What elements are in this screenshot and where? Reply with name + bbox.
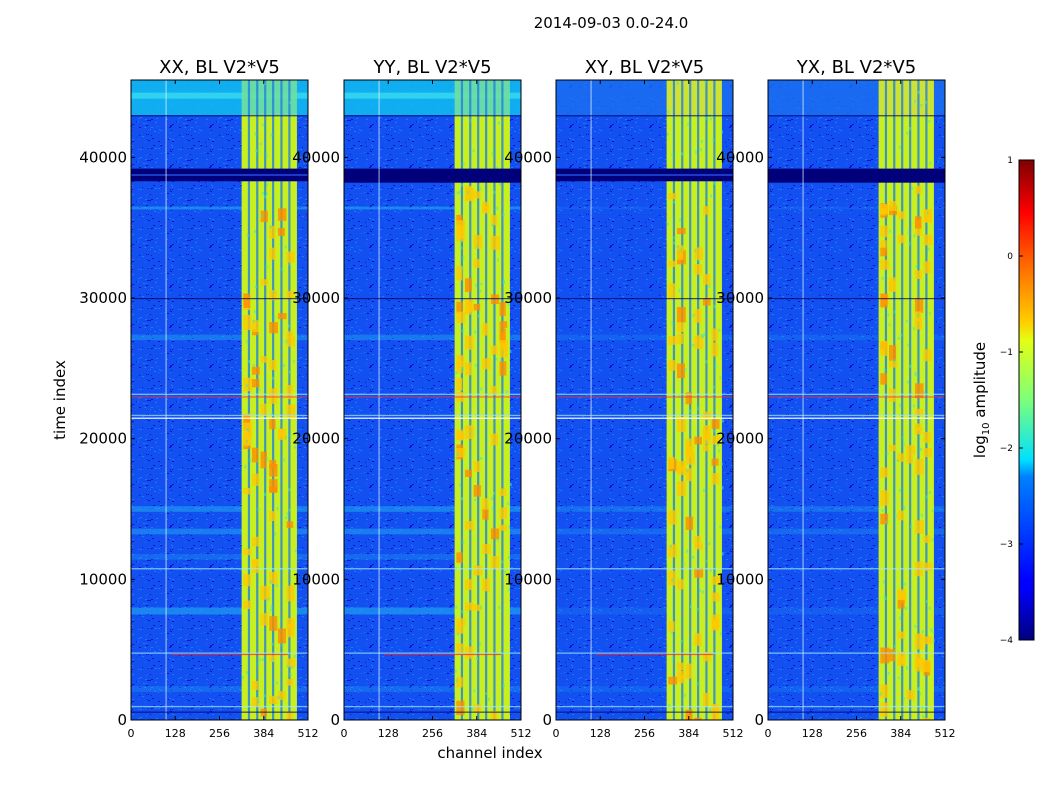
colorbar-label-suffix: amplitude xyxy=(971,342,989,423)
panel-xy: 0 128 256 384 512 0 10000 20000 30000 40000 XY, BL… xyxy=(504,57,743,740)
panel-yy: 0 128 256 384 512 0 10000 20000 30000 40000 YY, BL… xyxy=(292,57,531,740)
y-tick-label: 10000 xyxy=(79,570,127,588)
heatmap-image xyxy=(556,80,733,720)
x-tick-label: 128 xyxy=(378,727,399,740)
y-tick-label: 20000 xyxy=(79,430,127,448)
y-tick-label: 0 xyxy=(117,711,127,729)
y-tick-label: 40000 xyxy=(716,148,764,166)
y-tick-label: 40000 xyxy=(79,148,127,166)
y-tick-label: 20000 xyxy=(292,430,340,448)
x-tick-label: 0 xyxy=(128,727,135,740)
heatmap-image xyxy=(344,80,521,720)
colorbar-tick-label: 0 xyxy=(1007,252,1013,262)
y-tick-label: 0 xyxy=(330,711,340,729)
x-tick-label: 0 xyxy=(765,727,772,740)
colorbar-tick-label: −2 xyxy=(1000,444,1013,454)
x-tick-label: 0 xyxy=(553,727,560,740)
colorbar-tick-label: −3 xyxy=(1000,540,1013,550)
x-tick-label: 128 xyxy=(165,727,186,740)
x-tick-label: 128 xyxy=(590,727,611,740)
x-axis-label: channel index xyxy=(437,744,542,762)
x-tick-label: 384 xyxy=(678,727,699,740)
panel-yx: 0 128 256 384 512 0 10000 20000 30000 40000 YX, BL… xyxy=(716,57,955,740)
x-tick-label: 384 xyxy=(253,727,274,740)
panel-title: YX, BL V2*V5 xyxy=(796,57,916,78)
colorbar-tick-label: 1 xyxy=(1007,156,1013,166)
colorbar-gradient xyxy=(1018,159,1035,641)
y-tick-label: 20000 xyxy=(504,430,552,448)
y-tick-label: 30000 xyxy=(79,289,127,307)
x-tick-label: 384 xyxy=(890,727,911,740)
panel-title: XX, BL V2*V5 xyxy=(159,57,280,78)
heatmap-image xyxy=(131,80,308,720)
colorbar-label-sub: 10 xyxy=(981,422,992,435)
colorbar-tick-label: −1 xyxy=(1000,348,1013,358)
y-tick-label: 30000 xyxy=(504,289,552,307)
colorbar-label: log10 amplitude xyxy=(971,342,992,458)
y-axis-label: time index xyxy=(51,360,69,440)
y-tick-label: 30000 xyxy=(716,289,764,307)
y-tick-label: 20000 xyxy=(716,430,764,448)
x-tick-label: 512 xyxy=(511,727,532,740)
suptitle: 2014-09-03 0.0-24.0 xyxy=(534,14,689,32)
colorbar-label-prefix: log xyxy=(971,435,989,458)
panel-title: XY, BL V2*V5 xyxy=(585,57,704,78)
x-tick-label: 256 xyxy=(634,727,655,740)
x-tick-label: 0 xyxy=(341,727,348,740)
panel-title: YY, BL V2*V5 xyxy=(372,57,491,78)
x-tick-label: 512 xyxy=(935,727,956,740)
x-tick-label: 128 xyxy=(802,727,823,740)
x-tick-label: 256 xyxy=(422,727,443,740)
x-tick-label: 512 xyxy=(298,727,319,740)
x-tick-label: 256 xyxy=(846,727,867,740)
x-tick-label: 384 xyxy=(466,727,487,740)
y-tick-label: 10000 xyxy=(504,570,552,588)
y-tick-label: 40000 xyxy=(292,148,340,166)
y-tick-label: 30000 xyxy=(292,289,340,307)
x-tick-label: 512 xyxy=(723,727,744,740)
y-tick-label: 10000 xyxy=(292,570,340,588)
y-tick-label: 0 xyxy=(542,711,552,729)
y-tick-label: 0 xyxy=(754,711,764,729)
x-tick-label: 256 xyxy=(209,727,230,740)
y-tick-label: 40000 xyxy=(504,148,552,166)
colorbar-tick-label: −4 xyxy=(1000,636,1014,646)
colorbar: 10−1−2−3−4 log10 amplitude xyxy=(971,156,1035,646)
y-tick-label: 10000 xyxy=(716,570,764,588)
heatmap-image xyxy=(768,80,945,720)
panel-xx: 0 128 256 384 512 0 10000 20000 30000 40000 XX, BL… xyxy=(79,57,318,740)
